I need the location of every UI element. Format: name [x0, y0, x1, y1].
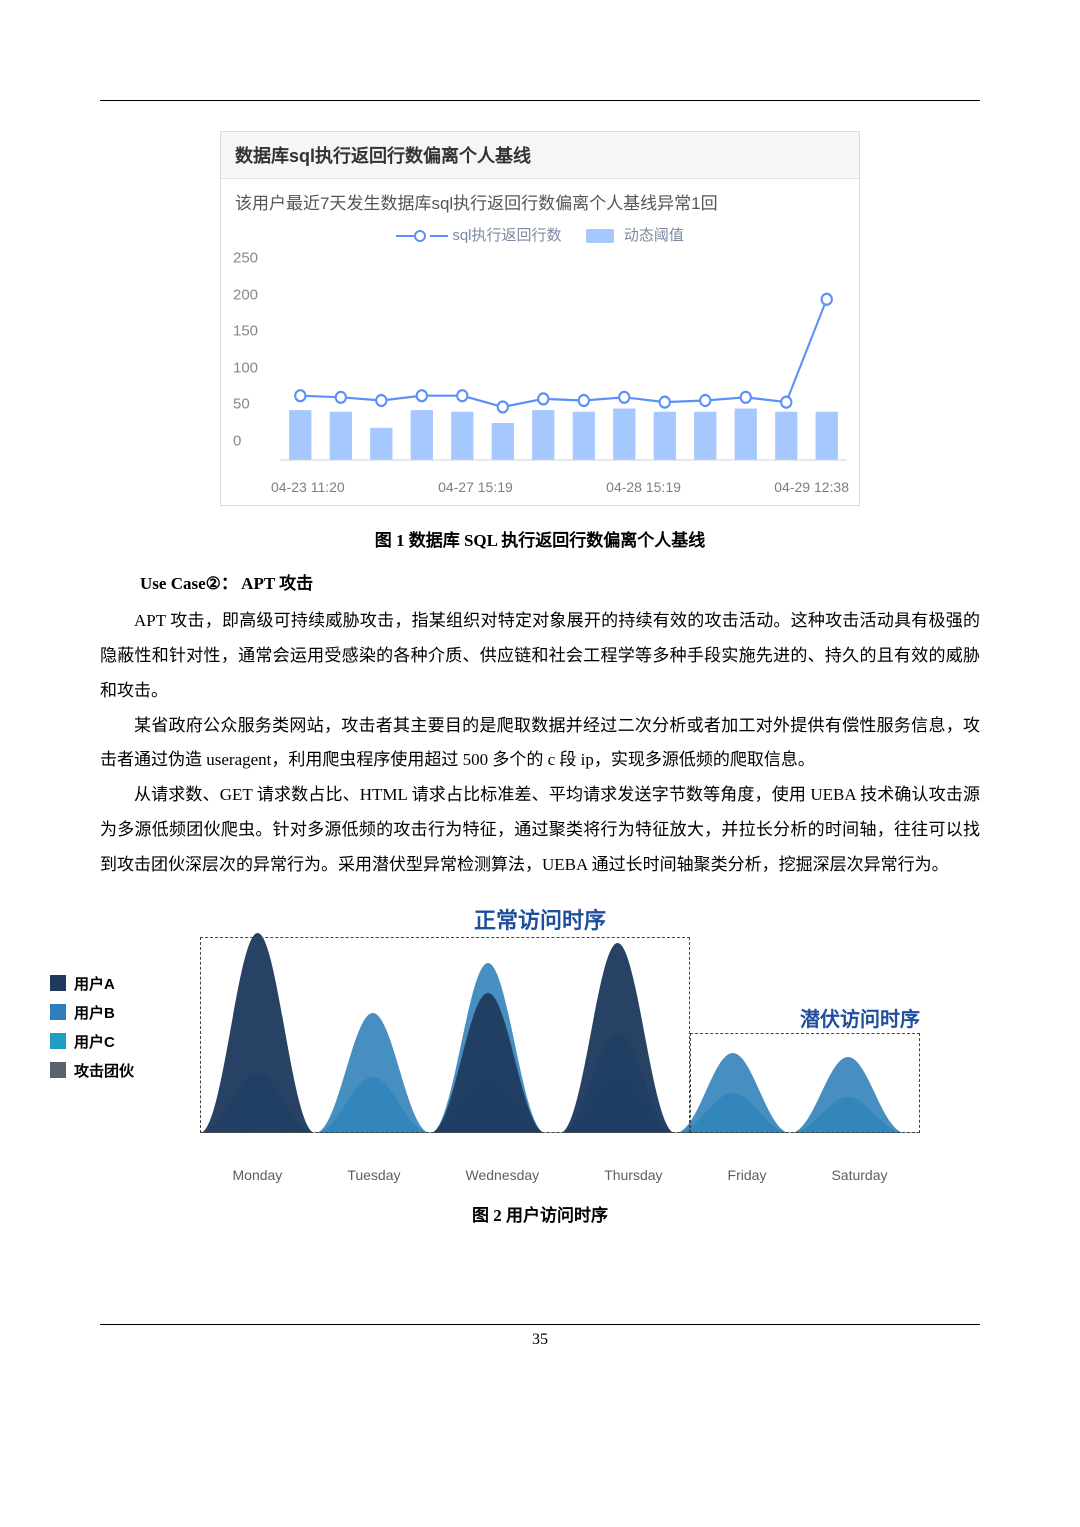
chart1-ytick: 200 — [233, 286, 258, 303]
chart2-xlabel: Tuesday — [347, 1167, 400, 1183]
legend-label: 用户B — [74, 1002, 115, 1023]
chart2-main-dashbox — [200, 937, 690, 1133]
figure2-caption: 图 2 用户访问时序 — [100, 1201, 980, 1226]
chart1-xlabel: 04-27 15:19 — [438, 479, 513, 495]
legend-swatch — [50, 975, 66, 991]
chart1-xlabel: 04-29 12:38 — [774, 479, 849, 495]
chart2-legend-item: 用户A — [50, 973, 134, 994]
legend-label: 用户C — [74, 1031, 115, 1052]
chart1-legend-line-label: sql执行返回行数 — [452, 227, 561, 244]
chart1-ytick: 50 — [233, 396, 250, 413]
page-content: 数据库sql执行返回行数偏离个人基线 该用户最近7天发生数据库sql执行返回行数… — [0, 131, 1080, 1284]
page-footer: 35 — [100, 1324, 980, 1349]
paragraph-2: 某省政府公众服务类网站，攻击者其主要目的是爬取数据并经过二次分析或者加工对外提供… — [100, 709, 980, 779]
chart2-legend-item: 攻击团伙 — [50, 1060, 134, 1081]
paragraph-3: 从请求数、GET 请求数占比、HTML 请求占比标准差、平均请求发送字节数等角度… — [100, 778, 980, 883]
chart1-plot: 0 50 100 150 200 250 — [233, 251, 847, 471]
legend-swatch — [50, 1062, 66, 1078]
chart2-legend: 用户A 用户B 用户C 攻击团伙 — [50, 973, 134, 1089]
chart1-xlabels: 04-23 11:20 04-27 15:19 04-28 15:19 04-29 1… — [221, 479, 859, 505]
chart2-xlabel: Saturday — [831, 1167, 887, 1183]
chart1-legend-bar-label: 动态阈值 — [624, 227, 684, 244]
chart2-legend-item: 用户B — [50, 1002, 134, 1023]
chart2-container: 正常访问时序 潜伏访问时序 用户A用户B用户C攻击团伙 MondayTuesda… — [160, 903, 920, 1183]
top-rule — [100, 100, 980, 101]
legend-swatch — [50, 1033, 66, 1049]
figure1-caption: 图 1 数据库 SQL 执行返回行数偏离个人基线 — [100, 526, 980, 551]
chart2-xlabels: Monday Tuesday Wednesday Thursday Friday Satu… — [200, 1167, 920, 1183]
chart2-xlabel: Wednesday — [466, 1167, 540, 1183]
legend-label: 用户A — [74, 973, 115, 994]
chart2-legend-item: 用户C — [50, 1031, 134, 1052]
chart1-legend: sql执行返回行数 动态阈值 — [221, 218, 859, 251]
chart1-subtitle: 该用户最近7天发生数据库sql执行返回行数偏离个人基线异常1回 — [221, 179, 859, 218]
paragraph-1: APT 攻击，即高级可持续威胁攻击，指某组织对特定对象展开的持续有效的攻击活动。… — [100, 604, 980, 709]
usecase-label: Use Case②： APT 攻击 — [140, 569, 980, 594]
chart2-title: 正常访问时序 — [474, 903, 606, 935]
chart1-xlabel: 04-28 15:19 — [606, 479, 681, 495]
chart1-ytick: 100 — [233, 359, 258, 376]
chart2-xlabel: Monday — [233, 1167, 283, 1183]
chart1-legend-bar-swatch — [586, 229, 614, 243]
chart1-title: 数据库sql执行返回行数偏离个人基线 — [221, 132, 859, 179]
chart1-ytick: 150 — [233, 323, 258, 340]
chart2-latent-dashbox — [690, 1033, 920, 1133]
legend-swatch — [50, 1004, 66, 1020]
page-number: 35 — [532, 1331, 548, 1348]
legend-label: 攻击团伙 — [74, 1060, 134, 1081]
chart2-xlabel: Thursday — [604, 1167, 662, 1183]
chart2-xlabel: Friday — [728, 1167, 767, 1183]
chart1-xlabel: 04-23 11:20 — [271, 479, 345, 495]
chart1-container: 数据库sql执行返回行数偏离个人基线 该用户最近7天发生数据库sql执行返回行数… — [220, 131, 860, 506]
chart1-ytick: 0 — [233, 433, 241, 450]
chart1-ytick: 250 — [233, 250, 258, 267]
